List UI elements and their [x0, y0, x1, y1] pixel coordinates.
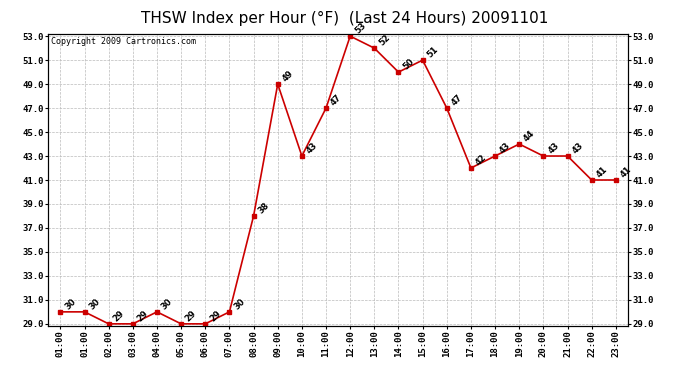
Text: 41: 41 [619, 165, 633, 179]
Text: 43: 43 [546, 141, 561, 155]
Text: 38: 38 [257, 201, 271, 215]
Text: 52: 52 [377, 33, 392, 47]
Text: 41: 41 [595, 165, 609, 179]
Text: 30: 30 [233, 297, 247, 311]
Text: 50: 50 [402, 57, 416, 71]
Text: 43: 43 [571, 141, 585, 155]
Text: Copyright 2009 Cartronics.com: Copyright 2009 Cartronics.com [51, 37, 196, 46]
Text: 30: 30 [63, 297, 78, 311]
Text: 49: 49 [281, 69, 295, 83]
Text: 29: 29 [136, 309, 150, 323]
Text: 29: 29 [112, 309, 126, 323]
Text: 47: 47 [450, 93, 464, 107]
Text: 29: 29 [184, 309, 199, 323]
Text: 44: 44 [522, 129, 537, 143]
Text: 30: 30 [88, 297, 102, 311]
Text: THSW Index per Hour (°F)  (Last 24 Hours) 20091101: THSW Index per Hour (°F) (Last 24 Hours)… [141, 11, 549, 26]
Text: 42: 42 [474, 153, 489, 167]
Text: 51: 51 [426, 45, 440, 59]
Text: 29: 29 [208, 309, 223, 323]
Text: 47: 47 [329, 93, 344, 107]
Text: 43: 43 [305, 141, 319, 155]
Text: 53: 53 [353, 21, 368, 35]
Text: 30: 30 [160, 297, 175, 311]
Text: 43: 43 [498, 141, 513, 155]
